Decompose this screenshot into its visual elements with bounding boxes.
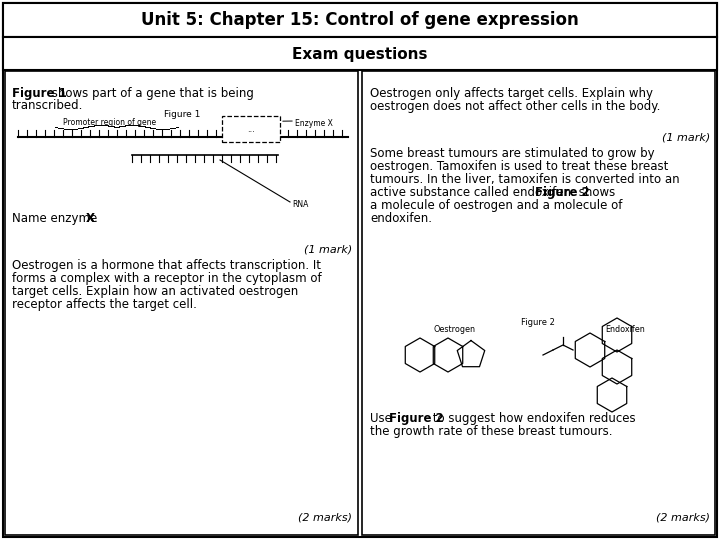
Text: to suggest how endoxifen reduces: to suggest how endoxifen reduces xyxy=(428,412,635,425)
Text: shows part of a gene that is being: shows part of a gene that is being xyxy=(48,87,254,100)
Text: Oestrogen: Oestrogen xyxy=(434,325,476,334)
Text: tumours. In the liver, tamoxifen is converted into an: tumours. In the liver, tamoxifen is conv… xyxy=(370,173,680,186)
Text: Promoter region of gene: Promoter region of gene xyxy=(63,118,156,127)
Text: the growth rate of these breast tumours.: the growth rate of these breast tumours. xyxy=(370,425,613,438)
Text: (2 marks): (2 marks) xyxy=(298,512,352,522)
Text: oestrogen. Tamoxifen is used to treat these breast: oestrogen. Tamoxifen is used to treat th… xyxy=(370,160,668,173)
Bar xyxy=(222,116,280,142)
Text: X: X xyxy=(86,212,95,225)
Bar xyxy=(5,71,358,535)
Text: Figure 2: Figure 2 xyxy=(535,186,590,199)
Text: (2 marks): (2 marks) xyxy=(656,512,710,522)
Text: Oestrogen only affects target cells. Explain why: Oestrogen only affects target cells. Exp… xyxy=(370,87,653,100)
Text: Some breast tumours are stimulated to grow by: Some breast tumours are stimulated to gr… xyxy=(370,147,654,160)
Text: Figure 1: Figure 1 xyxy=(12,87,67,100)
Text: Enzyme X: Enzyme X xyxy=(295,119,333,128)
Text: Oestrogen is a hormone that affects transcription. It: Oestrogen is a hormone that affects tran… xyxy=(12,259,321,272)
Text: a molecule of oestrogen and a molecule of: a molecule of oestrogen and a molecule o… xyxy=(370,199,622,212)
Text: active substance called endoxifen.: active substance called endoxifen. xyxy=(370,186,578,199)
Text: shows: shows xyxy=(575,186,615,199)
Text: Figure 2: Figure 2 xyxy=(521,318,555,327)
Text: .: . xyxy=(94,212,98,225)
Text: Figure 2: Figure 2 xyxy=(389,412,444,425)
Text: Exam questions: Exam questions xyxy=(292,46,428,62)
Text: Name enzyme: Name enzyme xyxy=(12,212,101,225)
Text: oestrogen does not affect other cells in the body.: oestrogen does not affect other cells in… xyxy=(370,100,660,113)
Text: endoxifen.: endoxifen. xyxy=(370,212,432,225)
Text: receptor affects the target cell.: receptor affects the target cell. xyxy=(12,298,197,311)
Text: (1 mark): (1 mark) xyxy=(662,133,710,143)
Text: forms a complex with a receptor in the cytoplasm of: forms a complex with a receptor in the c… xyxy=(12,272,322,285)
Text: Figure 1: Figure 1 xyxy=(164,110,200,119)
Text: target cells. Explain how an activated oestrogen: target cells. Explain how an activated o… xyxy=(12,285,298,298)
Bar xyxy=(362,71,715,535)
Bar xyxy=(3,37,717,70)
Text: Use: Use xyxy=(370,412,395,425)
Text: ...: ... xyxy=(247,125,255,133)
Bar xyxy=(3,3,717,37)
Text: (1 mark): (1 mark) xyxy=(304,245,352,255)
Text: transcribed.: transcribed. xyxy=(12,99,84,112)
Text: Endoxifen: Endoxifen xyxy=(605,325,645,334)
Text: RNA: RNA xyxy=(292,200,308,209)
Text: Unit 5: Chapter 15: Control of gene expression: Unit 5: Chapter 15: Control of gene expr… xyxy=(141,11,579,29)
